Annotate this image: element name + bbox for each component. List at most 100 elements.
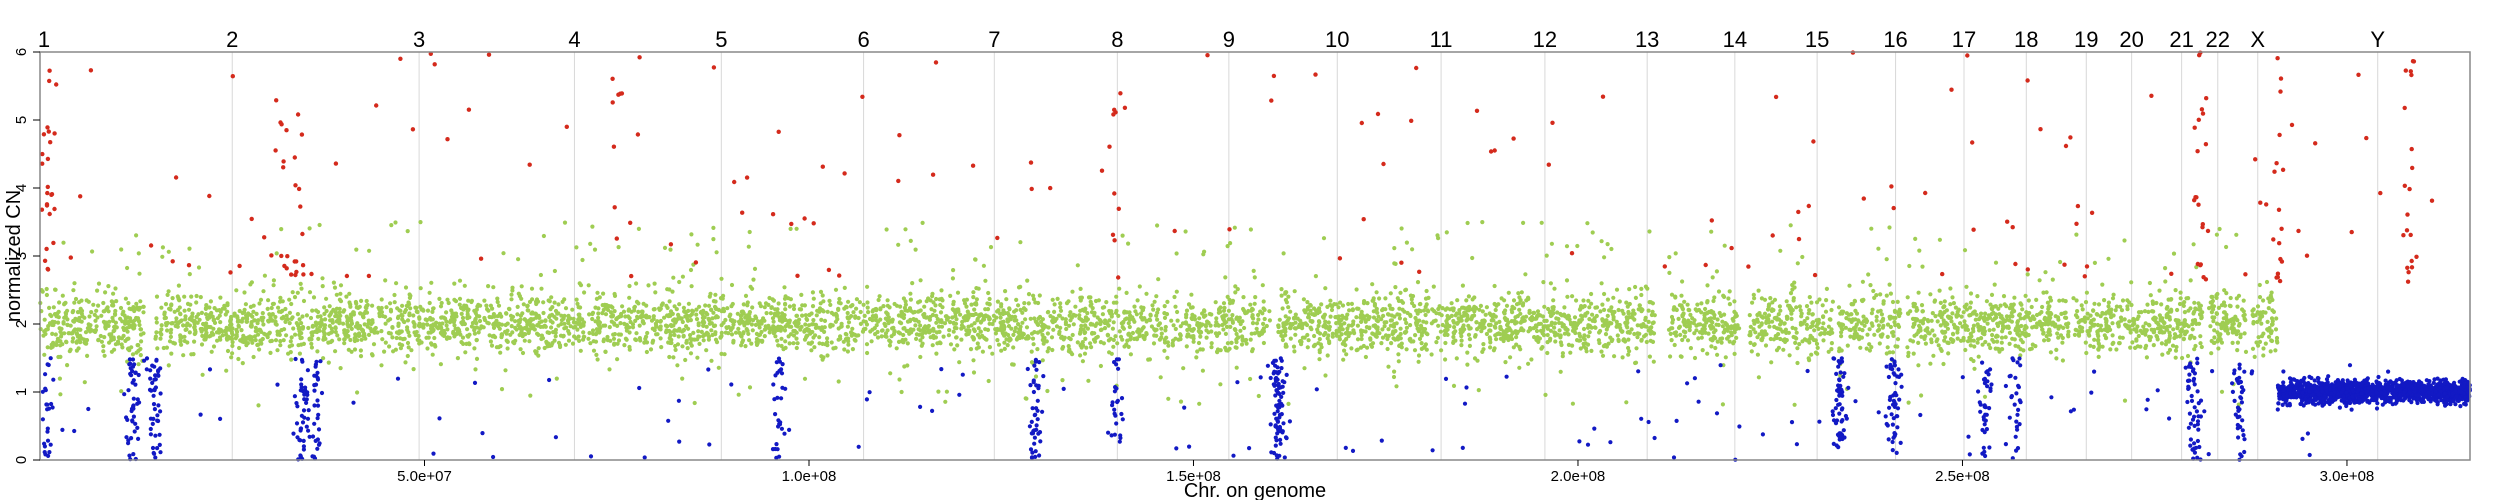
normal-point [1542,304,1547,309]
normal-point [2234,296,2239,301]
normal-point [1735,323,1740,328]
normal-point [560,299,565,304]
normal-point [1871,288,1876,294]
normal-point [856,315,861,321]
normal-point [671,329,676,334]
normal-point [417,324,422,329]
normal-point [178,311,183,316]
normal-point [1201,314,1207,319]
normal-point [72,300,77,305]
normal-point [68,323,73,328]
normal-point [659,345,664,350]
normal-point [1845,343,1850,348]
normal-point [1416,353,1422,358]
normal-point [352,347,358,352]
normal-point [853,315,858,320]
normal-point [79,311,84,316]
normal-point [1214,320,1219,325]
normal-point [1937,237,1942,242]
normal-point [874,315,879,320]
normal-point [586,283,591,288]
normal-point [1472,313,1477,318]
normal-point [469,324,474,329]
normal-point [1281,251,1286,256]
normal-point [2096,302,2102,307]
normal-point [411,367,416,372]
normal-point [1912,321,1917,326]
normal-point [1389,341,1394,346]
normal-point [1404,347,1409,352]
normal-point [1906,400,1911,405]
normal-point [113,320,118,325]
normal-point [1396,337,1401,342]
normal-point [1826,324,1831,329]
normal-point [138,353,143,358]
normal-point [2250,308,2255,313]
normal-point [1626,337,1631,342]
normal-point [1562,331,1567,336]
normal-point [1086,378,1091,383]
normal-point [574,245,579,250]
normal-point [1098,363,1103,369]
normal-point [1800,339,1805,344]
normal-point [1280,337,1285,343]
normal-point [1788,291,1794,296]
chromosome-label: 12 [1533,27,1557,52]
normal-point [270,312,275,317]
normal-point [2074,298,2079,303]
normal-point [2167,336,2172,341]
normal-point [1030,336,1036,341]
normal-point [1409,297,1414,302]
normal-point [1155,223,1160,228]
normal-point [448,318,453,323]
normal-point [1905,295,1910,300]
normal-point [2091,344,2096,349]
normal-point [1276,324,1281,330]
normal-point [1068,350,1073,355]
normal-point [1174,251,1179,256]
normal-point [566,320,571,326]
normal-point [1854,332,1859,337]
normal-point [1111,344,1116,349]
normal-point [354,247,359,252]
normal-point [1922,316,1927,321]
normal-point [563,342,568,347]
normal-point [1949,319,1954,324]
normal-point [275,348,280,353]
normal-point [82,340,87,345]
normal-point [1693,307,1698,312]
normal-point [975,332,981,337]
normal-point [1821,338,1826,343]
normal-point [1974,312,1979,317]
normal-point [1128,352,1133,357]
normal-point [2092,301,2097,306]
normal-point [1852,298,1857,303]
normal-point [308,315,314,321]
normal-point [1404,320,1409,326]
normal-point [1374,306,1379,311]
normal-point [389,223,394,228]
normal-point [1885,322,1891,327]
normal-point [1415,326,1420,331]
normal-point [1751,327,1756,332]
normal-point [299,286,304,291]
normal-point [930,294,935,299]
normal-point [800,313,805,318]
normal-point [2164,306,2169,311]
normal-point [878,317,883,322]
normal-point [1700,348,1705,353]
normal-point [562,220,568,225]
normal-point [697,304,702,309]
normal-point [523,332,528,337]
normal-point [278,343,283,348]
normal-point [595,357,600,362]
normal-point [2160,316,2165,321]
normal-point [576,305,581,310]
normal-point [637,323,642,328]
normal-point [1016,303,1021,308]
normal-point [1625,304,1630,309]
normal-point [1549,241,1554,246]
normal-point [2214,321,2220,326]
normal-point [916,327,921,332]
normal-point [1398,290,1403,295]
